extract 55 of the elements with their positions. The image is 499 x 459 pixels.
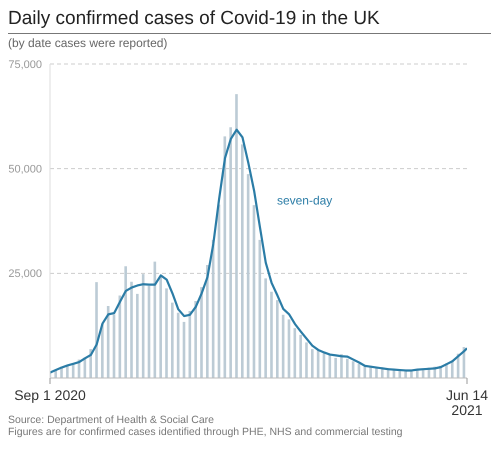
y-tick-label: 50,000 bbox=[8, 164, 42, 176]
bar bbox=[258, 240, 262, 378]
bar bbox=[392, 370, 396, 378]
source-note: Source: Department of Health & Social Care bbox=[8, 414, 214, 426]
bar bbox=[176, 312, 180, 378]
chart-subtitle: (by date cases were reported) bbox=[8, 36, 168, 50]
bar bbox=[182, 322, 186, 378]
bar bbox=[154, 262, 156, 378]
bar bbox=[352, 361, 354, 378]
bar bbox=[171, 302, 174, 378]
bar bbox=[346, 358, 349, 378]
bar bbox=[293, 328, 296, 378]
bar bbox=[270, 292, 273, 378]
bar bbox=[224, 136, 226, 378]
bar bbox=[142, 274, 144, 378]
bar bbox=[358, 364, 360, 378]
bar bbox=[112, 314, 116, 378]
bar bbox=[363, 366, 366, 378]
x-tick-label: Jun 14 2021 bbox=[446, 387, 488, 418]
bar bbox=[299, 334, 302, 378]
bar bbox=[310, 349, 314, 378]
bar bbox=[165, 288, 168, 378]
bar bbox=[334, 358, 337, 378]
bar bbox=[124, 266, 127, 378]
bar bbox=[316, 350, 320, 378]
bar bbox=[95, 282, 98, 378]
bar bbox=[229, 127, 232, 378]
bar bbox=[246, 174, 250, 378]
y-tick-label: 75,000 bbox=[8, 58, 42, 71]
text: Figures are for confirmed cases identified through PHE, NHS and commercial testing bbox=[8, 426, 404, 438]
bar bbox=[188, 311, 192, 378]
bar bbox=[322, 353, 326, 378]
bar bbox=[288, 319, 290, 378]
bar bbox=[375, 368, 378, 378]
series-label: seven-day bbox=[276, 194, 332, 208]
bar bbox=[328, 354, 332, 378]
bar bbox=[462, 347, 466, 378]
bar bbox=[136, 294, 139, 378]
bar bbox=[276, 300, 279, 378]
bar bbox=[159, 276, 162, 378]
bar bbox=[106, 306, 110, 378]
bar bbox=[252, 205, 256, 378]
bar bbox=[241, 144, 244, 378]
bar bbox=[282, 314, 284, 378]
x-tick-label: Sep 1 2020 bbox=[14, 387, 86, 403]
bar bbox=[235, 94, 238, 378]
bar bbox=[305, 342, 308, 378]
bar bbox=[148, 286, 150, 378]
y-tick-label: 25,000 bbox=[8, 268, 42, 280]
bar bbox=[218, 204, 220, 378]
bar bbox=[130, 282, 133, 378]
line-series bbox=[50, 128, 467, 374]
bar bbox=[264, 278, 267, 378]
bar bbox=[200, 287, 203, 378]
chart-title: Daily confirmed cases of Covid-19 in the UK bbox=[8, 8, 491, 34]
